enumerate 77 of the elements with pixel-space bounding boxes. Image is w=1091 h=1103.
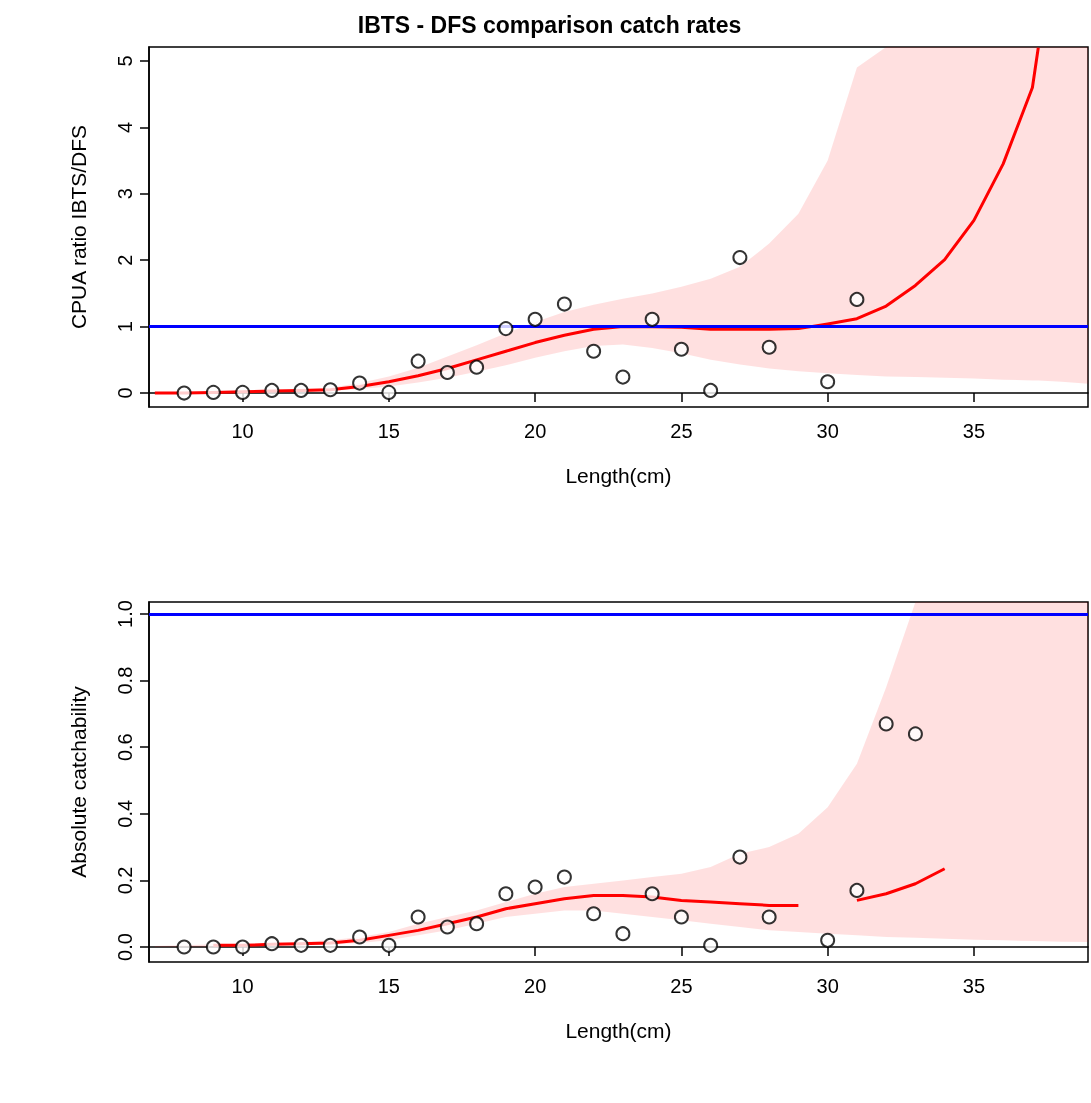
y-tick-label: 1.0 — [114, 600, 136, 628]
point — [498, 886, 514, 902]
y-tick-label: 0.6 — [114, 733, 136, 762]
point — [176, 385, 192, 401]
point — [673, 909, 689, 925]
x-tick-label: 20 — [524, 975, 547, 997]
x-tick-label: 35 — [962, 420, 986, 442]
point — [322, 937, 338, 953]
point — [761, 909, 777, 925]
x-tick-label: 20 — [524, 420, 547, 442]
point — [878, 716, 894, 732]
y-axis-title: CPUA ratio IBTS/DFS — [67, 124, 90, 330]
point — [264, 936, 280, 952]
point — [849, 291, 865, 307]
point — [849, 882, 865, 898]
point — [235, 939, 251, 955]
x-tick-label: 15 — [377, 420, 400, 442]
point — [293, 937, 309, 953]
point — [527, 879, 543, 895]
chart-title: IBTS - DFS comparison catch rates — [357, 11, 742, 38]
point — [352, 375, 368, 391]
y-tick-label: 5 — [114, 55, 136, 67]
y-tick-label: 4 — [114, 121, 136, 133]
point — [322, 382, 338, 398]
x-tick-label: 10 — [231, 420, 254, 442]
point — [820, 932, 836, 948]
point — [615, 926, 631, 942]
point — [439, 919, 455, 935]
y-tick-label: 0.8 — [114, 666, 136, 695]
point — [439, 364, 455, 380]
point — [732, 849, 748, 865]
point — [469, 359, 485, 375]
point — [644, 886, 660, 902]
point — [293, 382, 309, 398]
point — [527, 311, 543, 327]
x-axis-title: Length(cm) — [565, 1019, 672, 1042]
point — [761, 339, 777, 355]
point — [498, 321, 514, 337]
x-tick-label: 30 — [816, 420, 839, 442]
point — [644, 311, 660, 327]
y-tick-label: 2 — [114, 254, 136, 266]
y-tick-label: 0.4 — [114, 799, 136, 828]
point — [176, 939, 192, 955]
point — [410, 353, 426, 369]
y-tick-label: 0.0 — [114, 933, 136, 961]
point — [907, 726, 923, 742]
point — [703, 937, 719, 953]
point — [820, 374, 836, 390]
x-axis-title: Length(cm) — [565, 464, 672, 487]
point — [556, 296, 572, 312]
y-tick-label: 0.2 — [114, 866, 136, 895]
point — [586, 343, 602, 359]
x-tick-label: 10 — [231, 975, 254, 997]
x-tick-label: 25 — [670, 975, 693, 997]
point — [703, 382, 719, 398]
point — [381, 937, 397, 953]
point — [235, 384, 251, 400]
point — [205, 939, 221, 955]
x-tick-label: 35 — [962, 975, 986, 997]
point — [586, 906, 602, 922]
point — [615, 369, 631, 385]
y-axis-title: Absolute catchability — [67, 685, 90, 878]
y-tick-label: 0 — [114, 387, 136, 399]
y-tick-label: 1 — [114, 321, 136, 333]
point — [732, 250, 748, 266]
x-tick-label: 30 — [816, 975, 839, 997]
point — [556, 869, 572, 885]
point — [352, 929, 368, 945]
point — [381, 384, 397, 400]
point — [469, 916, 485, 932]
point — [264, 382, 280, 398]
point — [410, 909, 426, 925]
y-tick-label: 3 — [114, 188, 136, 200]
point — [673, 341, 689, 357]
x-tick-label: 15 — [377, 975, 400, 997]
point — [205, 384, 221, 400]
x-tick-label: 25 — [670, 420, 693, 442]
